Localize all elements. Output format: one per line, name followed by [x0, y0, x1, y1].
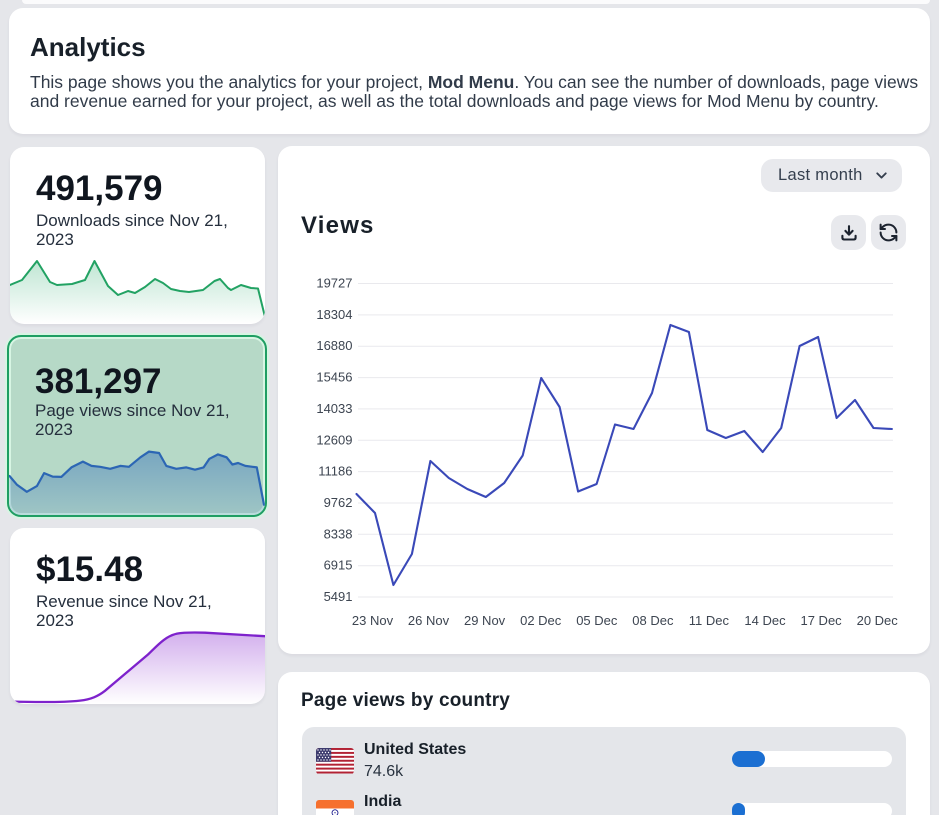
svg-text:8338: 8338 — [324, 526, 353, 541]
svg-text:18304: 18304 — [316, 307, 352, 322]
svg-text:11 Dec: 11 Dec — [689, 613, 730, 628]
svg-text:15456: 15456 — [316, 370, 352, 385]
svg-text:26 Nov: 26 Nov — [408, 613, 450, 628]
svg-text:14033: 14033 — [316, 401, 352, 416]
svg-text:12609: 12609 — [316, 432, 352, 447]
svg-text:17 Dec: 17 Dec — [800, 613, 842, 628]
svg-text:05 Dec: 05 Dec — [576, 613, 618, 628]
svg-text:14 Dec: 14 Dec — [744, 613, 786, 628]
svg-text:5491: 5491 — [324, 589, 353, 604]
svg-text:29 Nov: 29 Nov — [464, 613, 506, 628]
svg-text:02 Dec: 02 Dec — [520, 613, 562, 628]
svg-text:9762: 9762 — [324, 495, 353, 510]
svg-text:11186: 11186 — [318, 464, 352, 479]
svg-text:6915: 6915 — [324, 558, 353, 573]
svg-text:20 Dec: 20 Dec — [857, 613, 899, 628]
svg-text:23 Nov: 23 Nov — [352, 613, 394, 628]
svg-text:08 Dec: 08 Dec — [632, 613, 674, 628]
svg-text:19727: 19727 — [316, 276, 352, 291]
svg-text:16880: 16880 — [316, 338, 352, 353]
